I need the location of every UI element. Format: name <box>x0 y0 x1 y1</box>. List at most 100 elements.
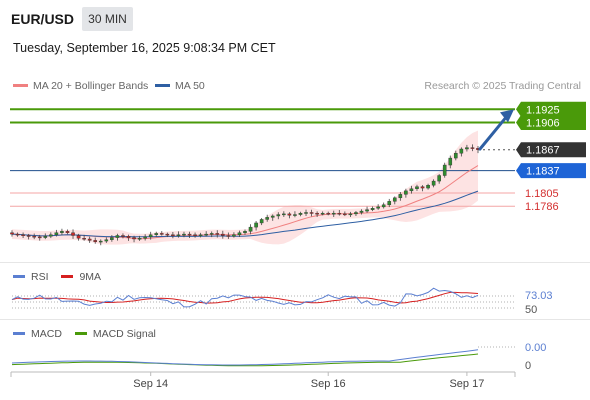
candle-body <box>470 147 475 149</box>
rsi-9ma-legend-label: 9MA <box>79 271 102 283</box>
panel-divider-macd <box>0 319 590 320</box>
candle-body <box>15 233 20 236</box>
candle-body <box>459 148 464 154</box>
legend-label-ma50: MA 50 <box>175 80 205 92</box>
candle-body <box>204 233 208 236</box>
candle-body <box>282 213 286 216</box>
chart-header: EUR/USD 30 MIN <box>0 0 590 38</box>
ma50-line <box>11 190 479 238</box>
x-tick-label: Sep 14 <box>133 378 168 390</box>
macd-signal-swatch <box>74 331 87 335</box>
candle-body <box>276 214 281 217</box>
candle-body <box>426 185 430 189</box>
level-label-1-1805: 1.1805 <box>525 188 559 200</box>
macd-line <box>11 349 479 366</box>
macd-zero-label: 0 <box>525 360 531 372</box>
candle-body <box>265 217 269 220</box>
candle-body <box>82 238 86 240</box>
rsi-legend-label: RSI <box>31 271 49 283</box>
candle-body <box>243 231 247 233</box>
candle-body <box>326 212 331 215</box>
candle-body <box>60 231 64 233</box>
candle-body <box>21 234 25 236</box>
candle-body <box>431 180 436 186</box>
level-label-1-1837-tag: 1.1837 <box>516 163 586 179</box>
candle-body <box>32 235 36 238</box>
candle-body <box>176 234 181 236</box>
macd-value-label: 0.00 <box>525 342 546 354</box>
rsi-level-label: 50 <box>525 304 537 316</box>
level-label-1-1867: 1.1867 <box>526 145 560 157</box>
candle-body <box>115 235 120 238</box>
candle-body <box>93 240 98 242</box>
candle-body <box>304 212 308 214</box>
candle-body <box>354 212 358 215</box>
candle-body <box>437 175 441 182</box>
candle-body <box>387 201 392 206</box>
candles <box>10 144 480 246</box>
rsi-9ma-swatch <box>61 274 74 278</box>
candle-body <box>359 210 364 213</box>
rsi-line <box>11 287 479 308</box>
candle-body <box>259 219 264 224</box>
candle-body <box>65 231 70 233</box>
candle-body <box>159 233 164 235</box>
candle-body <box>309 212 314 214</box>
candle-body <box>404 190 408 195</box>
timestamp: Tuesday, September 16, 2025 9:08:34 PM C… <box>13 41 276 55</box>
candle-body <box>315 212 319 215</box>
macd-signal-legend-item: MACD Signal <box>74 328 156 340</box>
level-tag-shape <box>516 163 586 179</box>
candle-body <box>420 186 425 189</box>
candle-body <box>187 233 192 236</box>
candle-body <box>171 234 175 236</box>
macd-swatch <box>13 331 25 335</box>
candle-body <box>270 215 275 218</box>
symbol-title: EUR/USD <box>11 11 75 27</box>
candle-body <box>348 213 353 216</box>
level-label-1-1786: 1.1786 <box>525 201 559 213</box>
macd-legend-label: MACD <box>31 328 62 340</box>
candle-body <box>287 213 292 216</box>
rsi-9ma-legend-item: 9MA <box>61 271 101 283</box>
macd-legend-item: MACD <box>13 328 62 340</box>
level-tag-shape <box>516 142 586 158</box>
candle-body <box>226 235 231 237</box>
candle-body <box>454 152 458 159</box>
level-label-1-1837: 1.1837 <box>526 166 560 178</box>
level-tag-shape <box>516 115 586 131</box>
candle-body <box>98 240 103 243</box>
candle-body <box>465 147 469 150</box>
legend-label-ma20: MA 20 + Bollinger Bands <box>33 80 149 92</box>
candle-body <box>209 233 214 235</box>
level-label-1-1925-tag: 1.1925 <box>516 101 586 117</box>
candle-body <box>148 234 153 238</box>
forecast-arrow-head <box>500 109 514 123</box>
macd-signal-line <box>11 353 479 367</box>
candle-body <box>54 232 59 235</box>
candle-body <box>343 213 347 216</box>
candle-body <box>298 212 303 215</box>
timeframe-badge[interactable]: 30 MIN <box>82 7 133 31</box>
candle-body <box>165 233 170 236</box>
level-label-1-1925: 1.1925 <box>526 104 560 116</box>
candle-body <box>49 234 53 237</box>
candle-body <box>182 233 186 236</box>
level-tag-shape <box>516 101 586 117</box>
candle-body <box>415 186 419 189</box>
candle-body <box>104 239 109 242</box>
candle-body <box>232 234 236 237</box>
candle-body <box>442 164 447 176</box>
candle-body <box>193 234 197 236</box>
candle-body <box>71 232 75 236</box>
candle-body <box>331 212 336 215</box>
candle-body <box>365 209 369 212</box>
candle-body <box>320 212 325 215</box>
macd-signal-legend-label: MACD Signal <box>92 328 156 340</box>
candle-body <box>76 235 81 239</box>
legend-swatch-ma50 <box>155 83 170 87</box>
candle-body <box>87 238 92 241</box>
candle-body <box>448 157 453 166</box>
rsi-legend-item: RSI <box>13 271 49 283</box>
